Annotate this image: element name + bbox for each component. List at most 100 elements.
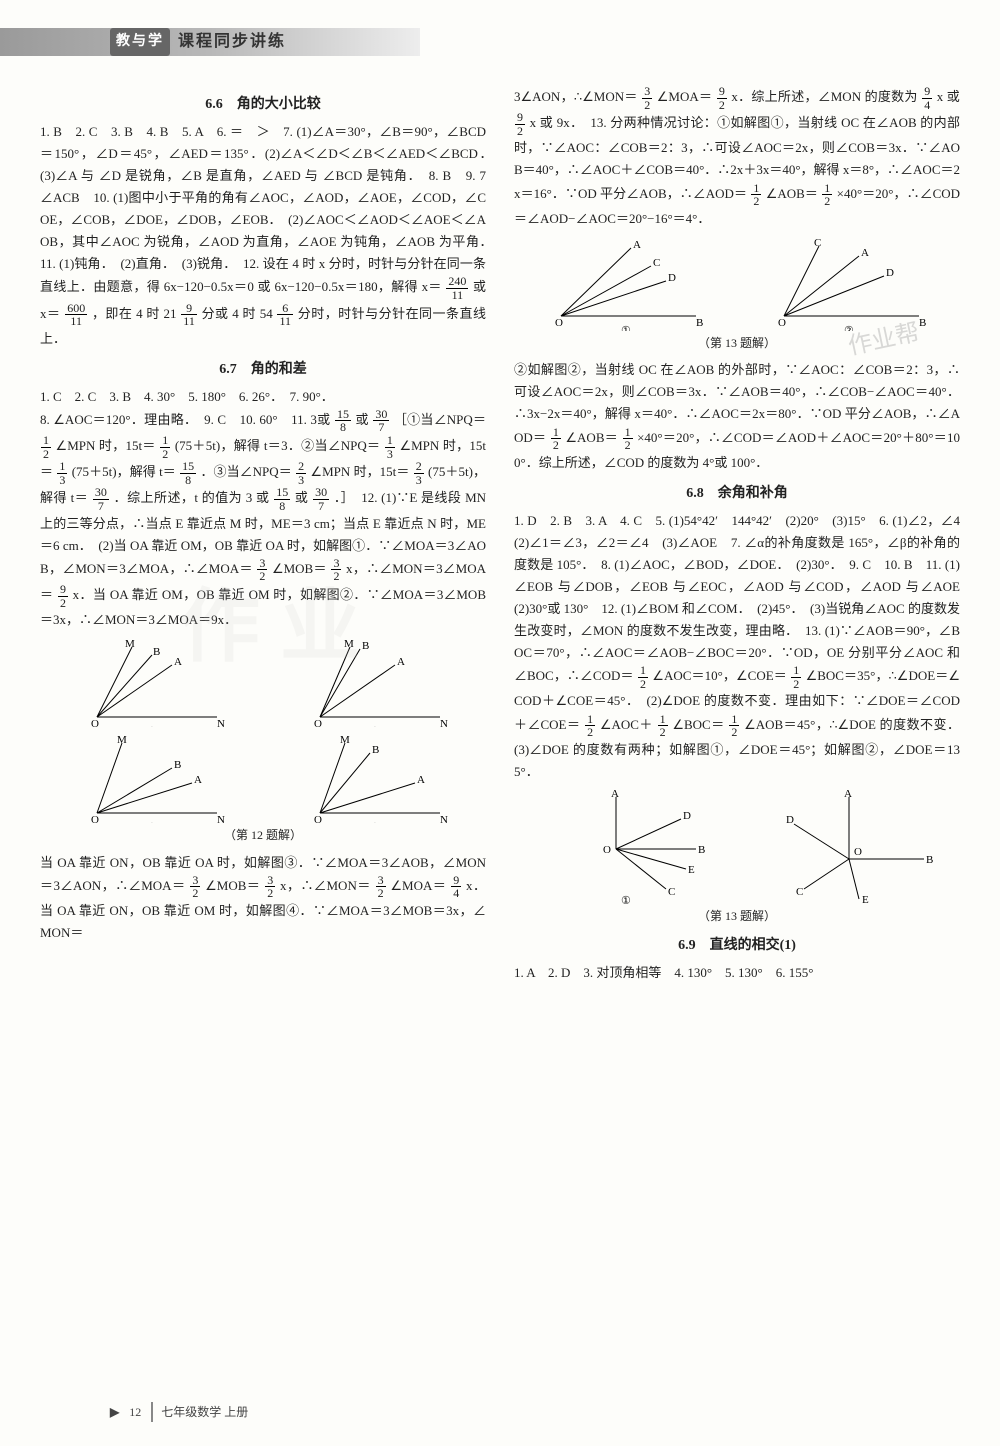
svg-text:④: ④ (370, 822, 380, 823)
fraction: 24011 (446, 275, 468, 301)
fraction: 13 (385, 434, 395, 460)
text: ，即在 4 时 21 (92, 306, 180, 321)
angle-diagram-13a-1: O B A C D ① (541, 236, 711, 331)
fraction: 92 (58, 583, 68, 609)
banner-logo: 教与学 (110, 28, 170, 56)
fraction: 94 (922, 85, 932, 111)
fraction: 158 (274, 486, 290, 512)
svg-text:E: E (688, 864, 695, 876)
svg-text:O: O (603, 844, 611, 856)
text: ∠AOB＝ (565, 430, 618, 445)
text: x 或 (937, 89, 960, 104)
svg-text:A: A (194, 774, 202, 786)
svg-text:O: O (555, 317, 563, 329)
svg-text:D: D (886, 267, 894, 279)
page-footer: ▶ 12 七年级数学 上册 (110, 1402, 248, 1422)
svg-text:B: B (362, 640, 369, 652)
svg-text:O: O (91, 718, 99, 727)
svg-text:N: N (217, 814, 225, 823)
fraction: 12 (160, 434, 170, 460)
text: 1. C 2. C 3. B 4. 30° 5. 180° 6. 26°． 7.… (40, 389, 334, 404)
two-column-layout: 6.6 角的大小比较 1. B 2. C 3. B 4. B 5. A 6. ＝… (40, 85, 960, 984)
fraction: 158 (180, 460, 196, 486)
section-6-8-title: 6.8 余角和补角 (514, 482, 960, 506)
fraction: 32 (265, 874, 275, 900)
svg-text:A: A (417, 774, 425, 786)
fraction: 32 (376, 874, 386, 900)
left-column: 6.6 角的大小比较 1. B 2. C 3. B 4. B 5. A 6. ＝… (40, 85, 486, 984)
text: ∠BOC＝ (672, 717, 724, 732)
svg-text:C: C (814, 237, 821, 249)
angle-diagram-13a-2: O B C A D ② (764, 236, 934, 331)
svg-text:B: B (372, 744, 379, 756)
svg-text:E: E (862, 894, 869, 904)
angle-diagram-4: O N M B A ④ (300, 733, 450, 823)
fraction: 611 (277, 302, 293, 328)
svg-text:N: N (440, 718, 448, 727)
q13a-caption: （第 13 题解） (514, 333, 960, 353)
footer-arrow-icon: ▶ (110, 1402, 119, 1422)
angle-diagram-2: O N M B A ② (300, 637, 450, 727)
fraction: 12 (623, 426, 633, 452)
fraction: 60011 (65, 302, 87, 328)
fraction: 12 (551, 426, 561, 452)
footer-text: 七年级数学 上册 (151, 1402, 248, 1422)
text: 1. D 2. B 3. A 4. C 5. (1)54°42′ 144°42′… (514, 513, 973, 684)
right-column: 3∠AON，∴∠MON＝ 32 ∠MOA＝ 92 x．综上所述，∠MON 的度数… (514, 85, 960, 984)
svg-text:B: B (926, 854, 933, 866)
fraction: 23 (296, 460, 306, 486)
text: ∠MPN 时，15t＝ (56, 438, 156, 453)
fraction: 12 (638, 664, 648, 690)
text: x．当 OA 靠近 OM，OB 靠近 OM 时，如解图②．∵∠MOA＝3∠MOB… (40, 587, 486, 627)
svg-text:N: N (440, 814, 448, 823)
svg-text:C: C (653, 257, 660, 269)
svg-text:A: A (397, 656, 405, 668)
svg-text:M: M (344, 638, 354, 650)
fraction: 12 (822, 182, 832, 208)
text: 1. B 2. C 3. B 4. B 5. A 6. ＝ ＞ 7. (1)∠A… (40, 124, 499, 295)
text: ∠MOB＝ (272, 561, 327, 576)
fraction: 32 (190, 874, 200, 900)
svg-text:B: B (153, 646, 160, 658)
text: ．综上所述，t 的值为 3 或 (114, 490, 274, 505)
svg-text:B: B (919, 317, 926, 329)
text: ．③当∠NPQ＝ (200, 464, 291, 479)
fraction: 158 (335, 408, 351, 434)
q12-diagram-row2: O N M B A ③ O N M B A ④ (40, 733, 486, 823)
section-6-9-title: 6.9 直线的相交(1) (514, 934, 960, 958)
text: ∠MPN 时，15t＝ (310, 464, 409, 479)
svg-text:②: ② (370, 726, 380, 727)
text: ∠AOC＝10°，∠COE＝ (652, 668, 787, 683)
fraction: 12 (751, 182, 761, 208)
text: 3∠AON，∴∠MON＝ (514, 89, 638, 104)
section-6-7-body: 1. C 2. C 3. B 4. 30° 5. 180° 6. 26°． 7.… (40, 386, 486, 632)
angle-diagram-13b-2: O A B D C E ② (764, 789, 934, 904)
svg-text:③: ③ (147, 822, 157, 823)
svg-text:B: B (698, 844, 705, 856)
text: 分或 4 时 54 (202, 306, 277, 321)
q13b-caption: （第 13 题解） (514, 906, 960, 926)
text: ∠MOA＝ (657, 89, 713, 104)
fraction: 92 (717, 85, 727, 111)
fraction: 92 (515, 111, 525, 137)
angle-diagram-13b-1: O A B D E C ① (541, 789, 711, 904)
text: ∠MOA＝ (390, 878, 446, 893)
fraction: 12 (41, 434, 51, 460)
fraction: 307 (313, 486, 329, 512)
section-6-8-body: 1. D 2. B 3. A 4. C 5. (1)54°42′ 144°42′… (514, 510, 960, 783)
section-6-6-body: 1. B 2. C 3. B 4. B 5. A 6. ＝ ＞ 7. (1)∠A… (40, 121, 486, 350)
svg-text:O: O (854, 846, 862, 858)
svg-text:C: C (668, 886, 675, 898)
banner-title: 课程同步讲练 (178, 28, 286, 55)
svg-text:B: B (174, 759, 181, 771)
svg-text:①: ① (147, 726, 157, 727)
svg-text:O: O (314, 718, 322, 727)
text: 或 (356, 412, 369, 427)
q13b-diagram-row: O A B D E C ① O A B D (514, 789, 960, 904)
svg-text:O: O (91, 814, 99, 823)
header-banner: 教与学 课程同步讲练 (0, 28, 420, 56)
svg-text:②: ② (844, 325, 854, 331)
text: 或 (295, 490, 312, 505)
svg-text:D: D (668, 272, 676, 284)
page-number: 12 (129, 1402, 141, 1422)
